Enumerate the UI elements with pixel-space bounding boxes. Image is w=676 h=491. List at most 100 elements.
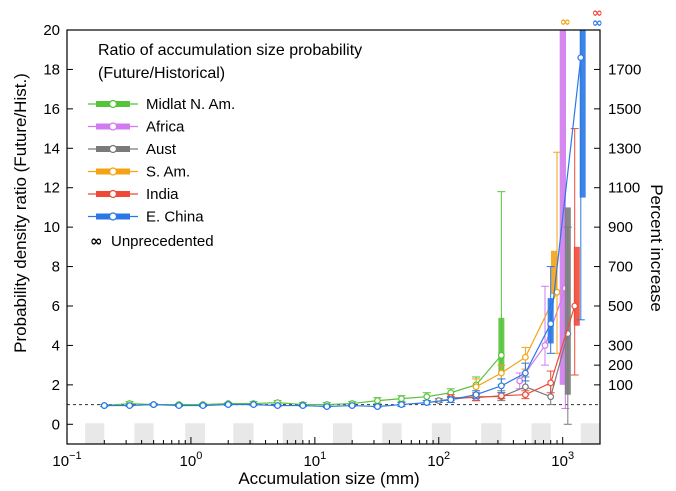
data-point bbox=[473, 392, 479, 398]
data-point bbox=[375, 404, 381, 410]
y-tick-label: 14 bbox=[43, 140, 60, 157]
legend-title-line-2: (Future/Historical) bbox=[98, 65, 225, 82]
data-point bbox=[523, 354, 529, 360]
legend-label: S. Am. bbox=[146, 164, 190, 181]
data-point bbox=[275, 403, 281, 409]
unprecedented-marker: ∞ bbox=[560, 15, 571, 30]
bin-shade bbox=[531, 423, 550, 444]
legend-marker bbox=[110, 191, 117, 198]
right-tick-label: 700 bbox=[608, 259, 633, 276]
data-point bbox=[300, 403, 306, 409]
right-tick-label: 100 bbox=[608, 377, 633, 394]
legend-label: Midlat N. Am. bbox=[146, 96, 235, 113]
x-axis-label: Accumulation size (mm) bbox=[238, 469, 419, 488]
right-axis-label: Percent increase bbox=[647, 184, 666, 312]
bin-shade bbox=[134, 423, 153, 444]
data-point bbox=[578, 55, 584, 61]
right-tick-label: 1700 bbox=[608, 61, 641, 78]
data-point bbox=[176, 403, 182, 409]
right-tick-label: 500 bbox=[608, 298, 633, 315]
data-point bbox=[523, 392, 529, 398]
data-point bbox=[200, 403, 206, 409]
data-point bbox=[151, 402, 157, 408]
right-tick-label: 900 bbox=[608, 219, 633, 236]
data-point bbox=[399, 402, 405, 408]
x-tick-label: 103 bbox=[551, 450, 574, 470]
legend-marker bbox=[110, 146, 117, 153]
data-point bbox=[572, 303, 578, 309]
legend-unprecedented-label: Unprecedented bbox=[111, 233, 214, 250]
data-point bbox=[499, 393, 505, 399]
data-point bbox=[127, 403, 133, 409]
data-point bbox=[424, 394, 430, 400]
legend-marker bbox=[110, 101, 117, 108]
legend-label: Aust bbox=[146, 141, 177, 158]
y-tick-label: 16 bbox=[43, 101, 60, 118]
right-axis: 100 200 300 500 700 900 1100 1300 1500 1700 bbox=[594, 61, 641, 393]
right-tick-label: 1500 bbox=[608, 101, 641, 118]
bin-shading bbox=[85, 423, 600, 444]
data-point bbox=[523, 384, 529, 390]
data-point bbox=[499, 370, 505, 376]
x-tick-label: 10−1 bbox=[52, 450, 81, 470]
x-tick-label: 101 bbox=[303, 450, 326, 470]
legend-marker bbox=[110, 213, 117, 220]
bin-shade bbox=[581, 423, 600, 444]
y-tick-label: 4 bbox=[52, 337, 60, 354]
data-point bbox=[523, 370, 529, 376]
series-africa bbox=[516, 30, 570, 409]
series-s-am- bbox=[472, 152, 561, 393]
series-layer bbox=[100, 30, 585, 424]
legend-label: Africa bbox=[146, 119, 185, 136]
y-tick-label: 8 bbox=[52, 259, 60, 276]
legend: Ratio of accumulation size probability (… bbox=[88, 42, 362, 250]
y-tick-label: 6 bbox=[52, 298, 60, 315]
y-tick-label: 18 bbox=[43, 61, 60, 78]
right-tick-label: 300 bbox=[608, 337, 633, 354]
bin-shade bbox=[333, 423, 352, 444]
data-point bbox=[102, 403, 108, 409]
y-tick-label: 0 bbox=[52, 416, 60, 433]
y-tick-label: 20 bbox=[43, 22, 60, 39]
data-point bbox=[448, 397, 454, 403]
legend-label: E. China bbox=[146, 209, 204, 226]
x-tick-label: 100 bbox=[180, 450, 203, 470]
data-point bbox=[548, 321, 554, 327]
legend-unprecedented-symbol: ∞ bbox=[90, 232, 103, 250]
data-point bbox=[548, 380, 554, 386]
bin-shade bbox=[85, 423, 104, 444]
right-tick-label: 1100 bbox=[608, 180, 640, 197]
data-point bbox=[251, 402, 257, 408]
data-point bbox=[375, 398, 381, 404]
data-point bbox=[542, 343, 548, 349]
legend-marker bbox=[110, 123, 117, 130]
y-tick-label: 12 bbox=[43, 180, 60, 197]
y-tick-label: 2 bbox=[52, 377, 60, 394]
legend-title-line-1: Ratio of accumulation size probability bbox=[98, 42, 362, 59]
legend-marker bbox=[110, 168, 117, 175]
data-point bbox=[499, 383, 505, 389]
series-line bbox=[451, 306, 575, 398]
data-point bbox=[349, 403, 355, 409]
x-tick-label: 102 bbox=[427, 450, 450, 470]
data-point bbox=[324, 404, 330, 410]
bin-shade bbox=[185, 423, 205, 444]
uncertainty-box bbox=[560, 30, 566, 385]
data-point bbox=[424, 400, 430, 406]
bin-shade bbox=[382, 423, 401, 444]
data-point bbox=[548, 394, 554, 400]
series-line bbox=[104, 355, 501, 405]
y-axis: 0 2 4 6 8 10 12 14 16 18 20 bbox=[43, 22, 73, 433]
unprecedented-marker: ∞ bbox=[592, 16, 603, 31]
right-tick-label: 200 bbox=[608, 357, 633, 374]
data-point bbox=[225, 402, 231, 408]
bin-shade bbox=[432, 423, 451, 444]
legend-entries: Midlat N. Am. Africa Aust S. Am. India E. Chi… bbox=[88, 96, 235, 226]
y-axis-label: Probability density ratio (Future/Hist.) bbox=[11, 73, 30, 353]
data-point bbox=[473, 384, 479, 390]
legend-label: India bbox=[146, 186, 179, 203]
bin-shade bbox=[283, 423, 303, 444]
data-point bbox=[499, 352, 505, 358]
right-tick-label: 1300 bbox=[608, 140, 641, 157]
